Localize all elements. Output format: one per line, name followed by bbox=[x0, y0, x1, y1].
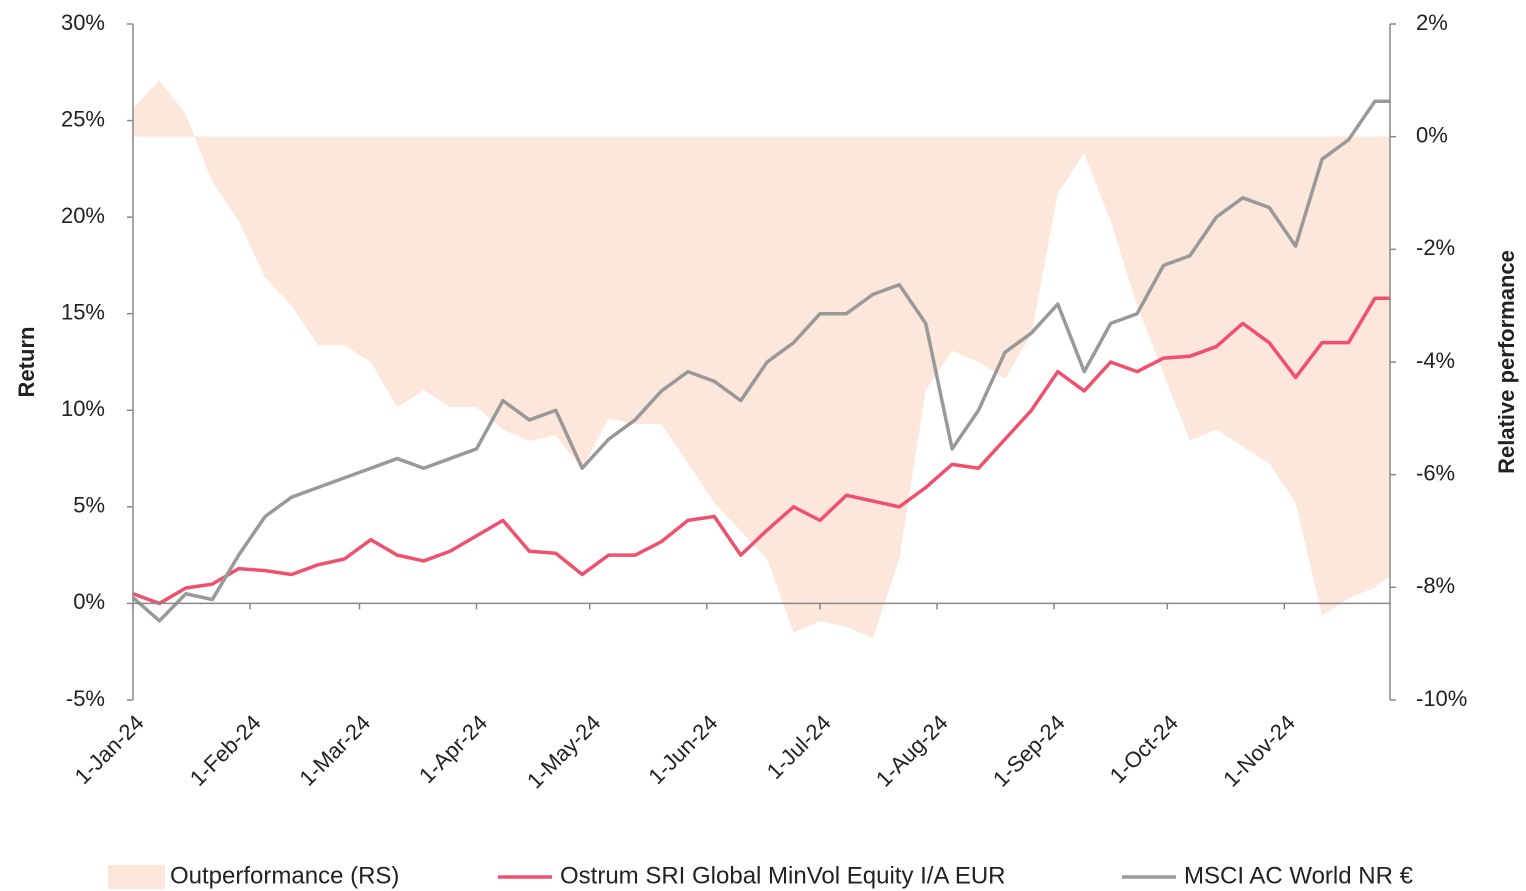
legend-label: Outperformance (RS) bbox=[170, 862, 399, 889]
legend-label: MSCI AC World NR € bbox=[1184, 862, 1414, 889]
x-tick-label: 1-Nov-24 bbox=[1218, 710, 1300, 792]
x-tick-label: 1-Apr-24 bbox=[414, 710, 492, 788]
legend-label: Ostrum SRI Global MinVol Equity I/A EUR bbox=[560, 862, 1006, 889]
x-tick-label: 1-Sep-24 bbox=[988, 710, 1070, 792]
x-tick-label: 1-Jan-24 bbox=[70, 710, 149, 789]
y2-tick-label: 0% bbox=[1416, 122, 1448, 147]
x-tick-label: 1-May-24 bbox=[522, 710, 605, 793]
line bbox=[131, 99, 1390, 623]
y-tick-label: 10% bbox=[61, 396, 105, 421]
y-tick-label: 0% bbox=[73, 589, 105, 614]
x-tick-label: 1-Jul-24 bbox=[762, 710, 836, 784]
y-tick-label: 25% bbox=[61, 106, 105, 131]
y2-tick-label: -6% bbox=[1416, 460, 1455, 485]
y-tick-label: 5% bbox=[73, 493, 105, 518]
y2-tick-label: -10% bbox=[1416, 686, 1467, 711]
y-tick-label: 30% bbox=[61, 10, 105, 35]
x-tick-label: 1-Aug-24 bbox=[871, 710, 953, 792]
y-axis-title: Return bbox=[14, 327, 39, 398]
y2-tick-label: -4% bbox=[1416, 348, 1455, 373]
line bbox=[132, 296, 1390, 606]
legend-swatch bbox=[108, 865, 165, 889]
y2-tick-label: -2% bbox=[1416, 235, 1455, 260]
y-tick-label: 20% bbox=[61, 203, 105, 228]
area bbox=[133, 80, 1390, 639]
y2-axis-title: Relative performance bbox=[1494, 250, 1519, 474]
y-tick-label: 15% bbox=[61, 300, 105, 325]
x-tick-label: 1-Mar-24 bbox=[294, 710, 375, 791]
y-tick-label: -5% bbox=[66, 686, 105, 711]
x-tick-label: 1-Oct-24 bbox=[1105, 710, 1183, 788]
y2-tick-label: -8% bbox=[1416, 573, 1455, 598]
x-tick-label: 1-Jun-24 bbox=[643, 710, 722, 789]
y2-tick-label: 2% bbox=[1416, 10, 1448, 35]
x-tick-label: 1-Feb-24 bbox=[185, 710, 266, 791]
